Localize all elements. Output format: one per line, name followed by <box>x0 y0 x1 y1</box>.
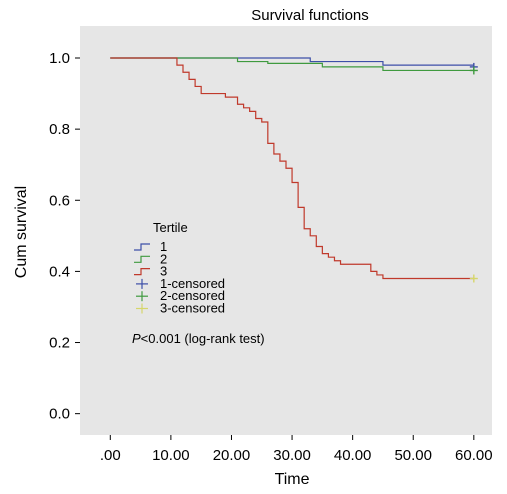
y-tick-label: 0.2 <box>49 335 70 352</box>
x-axis-ticks: .00 10.00 20.00 30.00 40.00 50.00 60.00 <box>100 435 493 464</box>
legend-label-2-censored: 2-censored <box>160 288 225 303</box>
series-1-line <box>110 57 475 67</box>
legend-label-3: 3 <box>160 264 167 279</box>
legend-label-2: 2 <box>160 251 167 266</box>
chart-title: Survival functions <box>251 7 369 24</box>
legend: Tertile 1231-censored2-censored3-censore… <box>134 220 225 316</box>
y-tick-label: 0.6 <box>49 192 70 209</box>
legend-label-3-censored: 3-censored <box>160 301 225 316</box>
y-tick-label: 0.4 <box>49 263 70 280</box>
legend-symbol-1 <box>134 243 150 251</box>
legend-label-1: 1 <box>160 239 167 254</box>
2-censored-mark <box>469 66 478 75</box>
x-tick-label: 30.00 <box>273 447 311 464</box>
y-tick-label: 0.0 <box>49 406 70 423</box>
legend-label-1-censored: 1-censored <box>160 276 225 291</box>
annotation-p: P <box>132 331 141 346</box>
legend-symbol-3 <box>134 268 150 276</box>
series-3-line <box>110 57 474 280</box>
y-axis-ticks: 0.0 0.2 0.4 0.6 0.8 1.0 <box>49 50 80 423</box>
survival-curves <box>110 57 475 280</box>
x-tick-label: 40.00 <box>334 447 372 464</box>
censor-marks <box>469 62 478 283</box>
y-tick-label: 1.0 <box>49 50 70 67</box>
legend-title: Tertile <box>153 220 188 235</box>
x-tick-label: 20.00 <box>213 447 251 464</box>
annotation-text: <0.001 (log-rank test) <box>141 331 265 346</box>
x-axis-title: Time <box>275 471 310 488</box>
y-tick-label: 0.8 <box>49 121 70 138</box>
x-tick-label: .00 <box>100 447 121 464</box>
x-tick-label: 60.00 <box>455 447 493 464</box>
log-rank-annotation: P<0.001 (log-rank test) <box>132 331 265 346</box>
x-tick-label: 50.00 <box>394 447 432 464</box>
y-axis-title: Cum survival <box>13 186 30 278</box>
x-tick-label: 10.00 <box>152 447 190 464</box>
plot-area <box>80 26 492 435</box>
series-2-line <box>110 57 474 72</box>
legend-symbol-2 <box>134 255 150 263</box>
3-censored-mark <box>469 274 478 283</box>
